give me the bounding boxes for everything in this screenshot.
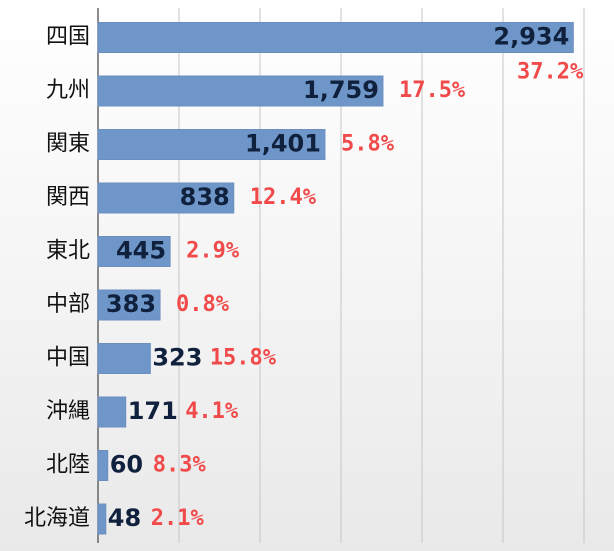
bars [97, 22, 574, 535]
percent-label: 5.8% [341, 132, 395, 157]
bar [97, 22, 574, 53]
percent-label: 17.5% [399, 78, 466, 103]
percent-label: 2.9% [186, 239, 240, 264]
value-label: 1,401 [245, 130, 321, 158]
bar [97, 503, 107, 535]
percent-label: 15.8% [210, 346, 277, 371]
category-label: 北海道 [24, 506, 90, 531]
bar [97, 343, 151, 374]
bar [97, 129, 326, 160]
bar [97, 450, 109, 481]
bar [97, 396, 127, 428]
value-label: 60 [110, 451, 143, 479]
category-label: 関東 [46, 132, 90, 157]
value-label: 383 [106, 290, 156, 318]
category-label: 関西 [46, 185, 90, 210]
category-label: 中部 [46, 292, 90, 317]
percent-label: 12.4% [250, 185, 317, 210]
value-label: 171 [128, 397, 178, 425]
category-label: 北陸 [46, 453, 90, 478]
value-label: 323 [152, 344, 202, 372]
bar [97, 75, 384, 107]
percent-label: 8.3% [153, 453, 207, 478]
category-label: 九州 [46, 78, 90, 103]
category-label: 東北 [46, 239, 90, 264]
percent-label: 4.1% [185, 399, 239, 424]
category-label: 中国 [46, 346, 90, 371]
percent-label: 2.1% [151, 506, 205, 531]
percent-label: 0.8% [176, 292, 230, 317]
bar [97, 236, 171, 267]
percent-labels: 37.2% 17.5% 5.8% 12.4% 2.9% 0.8% 15.8% 4.1% 8.3%… [151, 60, 584, 532]
category-label: 四国 [46, 25, 90, 50]
value-label: 838 [180, 183, 230, 211]
percent-label: 37.2% [517, 60, 584, 85]
value-labels: 2,934 1,759 1,401 838 445 383 323 171 60 48 [106, 23, 569, 533]
value-label: 1,759 [303, 76, 379, 104]
bar [97, 182, 235, 214]
value-label: 445 [116, 237, 166, 265]
category-label: 沖縄 [46, 399, 90, 424]
value-label: 48 [108, 504, 141, 532]
bar [97, 289, 161, 321]
value-label: 2,934 [493, 23, 569, 51]
